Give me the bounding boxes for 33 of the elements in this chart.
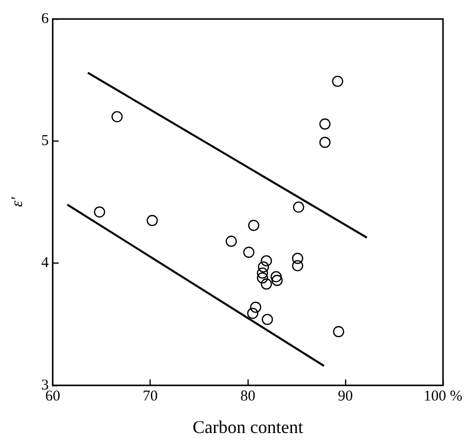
point — [260, 255, 272, 266]
point — [258, 261, 270, 273]
x-tick-label: 90 — [338, 388, 353, 404]
y-tick-label: 4 — [41, 255, 50, 272]
point — [250, 302, 262, 313]
point — [332, 326, 344, 338]
point — [248, 220, 260, 232]
point — [260, 278, 272, 290]
y-tick-label: 6 — [41, 10, 50, 27]
point — [262, 314, 273, 326]
x-tick-label: 70 — [142, 388, 158, 404]
x-tick-label: 60 — [45, 388, 60, 404]
x-axis-title: Carbon content — [192, 416, 304, 437]
point — [319, 136, 331, 148]
point — [292, 201, 304, 213]
point — [292, 260, 304, 272]
point — [226, 236, 237, 247]
point — [319, 118, 331, 130]
point — [247, 308, 258, 319]
y-tick-label: 5 — [41, 133, 49, 150]
point — [243, 246, 254, 258]
x-tick-label: 80 — [240, 388, 256, 404]
point — [270, 271, 282, 282]
x-tick-label: 100 % — [424, 388, 462, 404]
point — [332, 76, 344, 87]
point — [272, 274, 283, 286]
point — [256, 267, 268, 279]
point — [94, 206, 106, 218]
point — [146, 214, 158, 226]
y-axis-title: ε' — [8, 196, 26, 208]
point — [112, 111, 123, 122]
point — [292, 252, 304, 264]
point — [256, 272, 268, 284]
